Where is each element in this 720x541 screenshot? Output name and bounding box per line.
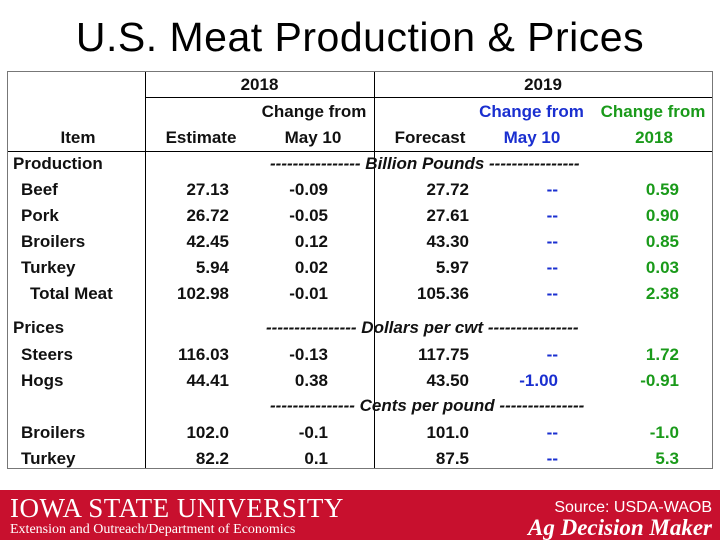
cell-forecast: 43.50 [426,371,469,390]
cell-change-2018: -1.0 [649,423,679,442]
extension-text: Extension and Outreach/Department of Eco… [10,522,296,537]
header-rule [8,151,712,152]
cell-change-2018: 0.03 [645,258,679,277]
cell-estimate: 42.45 [186,232,229,251]
cell-item: Pork [21,206,59,225]
cell-item: Hogs [21,371,64,390]
cell-change-may10-2019: -- [546,284,558,303]
cell-change-may10-2019: -- [546,345,558,364]
cell-forecast: 87.5 [435,449,469,468]
university-logo-text: IOWA STATE UNIVERSITY [10,493,344,523]
header-forecast: Forecast [394,128,466,147]
cell-change-2018: -0.91 [640,371,679,390]
cell-forecast: 43.30 [426,232,469,251]
cell-forecast: 5.97 [435,258,469,277]
header-change-from-may10-2019: Change from [479,102,584,121]
cell-change-may10-2019: -- [546,232,558,251]
header-2018-col: 2018 [635,128,673,147]
cell-estimate: 44.41 [186,371,229,390]
cell-change-may10-2019: -- [546,180,558,199]
header-year-2019: 2019 [524,75,562,94]
cell-item: Steers [21,345,73,364]
cell-change-may10-2018: -0.1 [298,423,328,442]
slide-title: U.S. Meat Production & Prices [75,14,645,60]
section-production: Production [13,154,103,173]
cell-forecast: 117.75 [417,345,469,364]
cell-estimate: 102.0 [186,423,229,442]
meat-table: 2018 2019 Change from Change from Change… [7,71,713,469]
footer-bar: IOWA STATE UNIVERSITY Extension and Outr… [0,490,720,540]
cell-item: Broilers [21,232,86,251]
column-divider-item [145,72,146,468]
cell-estimate: 5.94 [195,258,229,277]
cell-change-may10-2019: -1.00 [519,371,558,390]
cell-item: Turkey [21,449,76,468]
cell-change-2018: 0.90 [645,206,679,225]
cell-change-2018: 1.72 [645,345,679,364]
cell-estimate: 116.03 [177,345,229,364]
cell-estimate: 82.2 [195,449,229,468]
cell-change-may10-2019: -- [546,423,558,442]
header-estimate: Estimate [165,128,237,147]
cell-estimate: 26.72 [186,206,229,225]
unit-billion-pounds: ---------------- Billion Pounds --------… [270,154,580,173]
cell-item: Broilers [21,423,86,442]
cell-change-may10-2018: 0.02 [294,258,328,277]
cell-item: Turkey [21,258,76,277]
cell-forecast: 105.36 [417,284,469,303]
header-year-2018: 2018 [240,75,279,94]
cell-change-2018: 0.59 [645,180,679,199]
cell-forecast: 101.0 [426,423,469,442]
cell-change-may10-2018: -0.13 [289,345,328,364]
cell-forecast: 27.61 [426,206,469,225]
cell-change-may10-2018: 0.1 [304,449,328,468]
cell-change-2018: 0.85 [645,232,679,251]
cell-change-may10-2018: -0.01 [289,284,328,303]
cell-change-may10-2018: 0.38 [294,371,328,390]
source-text: Source: USDA-WAOB [554,499,712,516]
header-item: Item [60,128,96,147]
cell-item: Beef [21,180,58,199]
year-header-rule [145,97,712,98]
header-may10-2018: May 10 [284,128,342,147]
cell-forecast: 27.72 [426,180,469,199]
header-may10-2019: May 10 [503,128,561,147]
cell-change-may10-2019: -- [546,258,558,277]
cell-change-may10-2018: -0.09 [289,180,328,199]
brand-text: Ag Decision Maker [528,515,712,540]
header-change-from-may10-2018: Change from [261,102,367,121]
cell-change-may10-2019: -- [546,206,558,225]
cell-change-2018: 5.3 [655,449,679,468]
cell-change-may10-2019: -- [546,449,558,468]
section-prices: Prices [13,318,65,337]
cell-change-2018: 2.38 [645,284,679,303]
unit-dollars-cwt: ---------------- Dollars per cwt -------… [266,318,579,337]
cell-estimate: 27.13 [186,180,229,199]
cell-item: Total Meat [30,284,113,303]
unit-cents-pound: --------------- Cents per pound --------… [270,396,585,415]
cell-estimate: 102.98 [177,284,229,303]
header-change-from-2018: Change from [600,102,706,121]
column-divider-2018 [374,72,375,468]
cell-change-may10-2018: 0.12 [294,232,328,251]
cell-change-may10-2018: -0.05 [289,206,328,225]
